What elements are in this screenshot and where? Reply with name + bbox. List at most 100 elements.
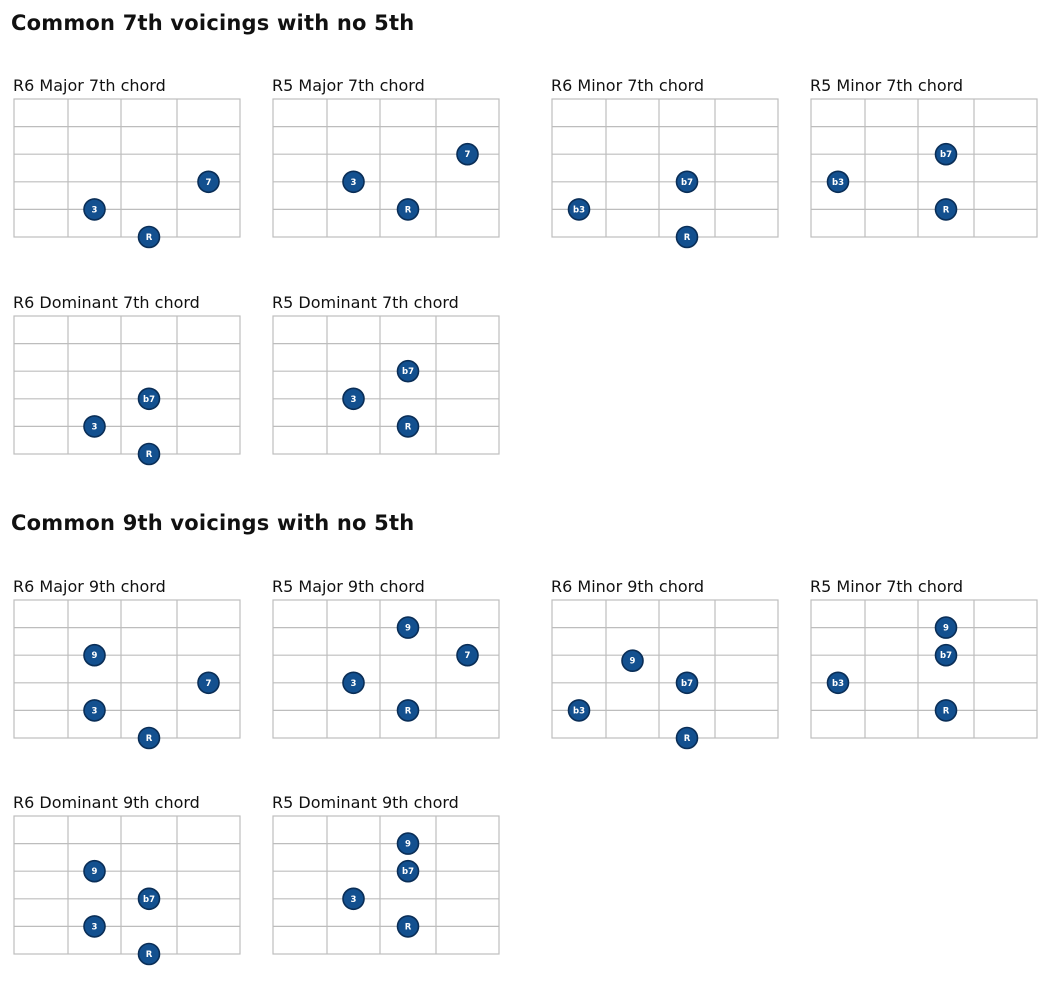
chord-title: R5 Major 7th chord bbox=[272, 76, 425, 95]
fretboard: 9 b7 b3 R bbox=[810, 599, 1038, 739]
note-label: 9 bbox=[405, 624, 411, 634]
note-label: 7 bbox=[465, 150, 471, 160]
note-dot: 9 bbox=[621, 649, 644, 673]
note-dot-circle bbox=[83, 643, 106, 667]
note-label: 7 bbox=[465, 651, 471, 661]
note-dot-circle bbox=[675, 671, 699, 695]
fretboard: b7 b3 R bbox=[810, 98, 1038, 238]
note-dot: R bbox=[396, 415, 420, 438]
note-dot-circle bbox=[342, 170, 365, 194]
note-label: 3 bbox=[92, 922, 98, 932]
chord-diagram: R6 Minor 9th chord 9 b7 b3 R bbox=[549, 577, 789, 777]
fretboard: b7 3 R bbox=[272, 315, 500, 455]
chord-title: R6 Major 9th chord bbox=[13, 577, 166, 596]
note-dot: b3 bbox=[826, 170, 850, 194]
chord-title: R6 Dominant 9th chord bbox=[13, 793, 200, 812]
fretboard-frame bbox=[13, 315, 241, 455]
note-dot-circle bbox=[675, 225, 699, 249]
note-dot: 7 bbox=[197, 671, 220, 695]
note-dot-circle bbox=[934, 198, 958, 221]
note-dot: b3 bbox=[567, 198, 591, 221]
note-dot-circle bbox=[396, 359, 420, 383]
chord-diagram: R5 Minor 7th chord 9 b7 b3 R bbox=[808, 577, 1048, 777]
note-dot: 3 bbox=[83, 198, 106, 221]
note-dot-circle bbox=[342, 387, 365, 411]
note-dot: R bbox=[934, 198, 958, 221]
note-dot: 9 bbox=[396, 616, 420, 639]
fretboard-frame bbox=[13, 599, 241, 739]
note-dot-circle bbox=[396, 832, 420, 855]
note-dot: b7 bbox=[675, 170, 699, 194]
note-dot: 3 bbox=[83, 415, 106, 438]
note-dot-circle bbox=[675, 726, 699, 750]
note-dot: R bbox=[396, 915, 420, 938]
note-dot-circle bbox=[396, 198, 420, 221]
note-dot-circle bbox=[137, 726, 161, 750]
note-label: R bbox=[405, 706, 412, 716]
fretboard: 9 b7 3 R bbox=[13, 815, 241, 966]
note-dot: R bbox=[675, 225, 699, 249]
note-dot-circle bbox=[83, 415, 106, 438]
note-dot-circle bbox=[137, 887, 161, 911]
note-dot-circle bbox=[934, 699, 958, 722]
chord-title: R6 Minor 7th chord bbox=[551, 76, 705, 95]
note-dot-circle bbox=[826, 671, 850, 695]
note-dot: 9 bbox=[83, 859, 106, 883]
note-label: 7 bbox=[206, 178, 212, 188]
note-dot: R bbox=[934, 699, 958, 722]
note-dot: 9 bbox=[83, 643, 106, 667]
fretboard-frame bbox=[272, 599, 500, 739]
fretboard-frame bbox=[272, 98, 500, 238]
note-dot: 7 bbox=[456, 643, 479, 667]
note-dot-circle bbox=[567, 699, 591, 722]
note-dot-circle bbox=[396, 699, 420, 722]
fretboard-frame bbox=[810, 98, 1038, 238]
fretboard-frame bbox=[551, 599, 779, 739]
fretboard-frame bbox=[272, 815, 500, 955]
note-label: b7 bbox=[940, 651, 952, 661]
note-dot: 7 bbox=[197, 170, 220, 194]
note-dot-circle bbox=[137, 442, 161, 466]
note-dot: R bbox=[137, 225, 161, 249]
fretboard-frame bbox=[13, 815, 241, 955]
note-label: 9 bbox=[92, 867, 98, 877]
note-label: 3 bbox=[351, 178, 357, 188]
note-label: R bbox=[146, 734, 153, 744]
fretboard-frame bbox=[13, 98, 241, 238]
note-dot-circle bbox=[137, 942, 161, 966]
note-dot-circle bbox=[934, 643, 958, 667]
note-label: R bbox=[943, 706, 950, 716]
chord-diagram: R6 Dominant 9th chord 9 b7 3 R bbox=[11, 793, 251, 993]
note-label: b3 bbox=[573, 205, 585, 215]
note-label: R bbox=[684, 734, 691, 744]
note-label: b7 bbox=[940, 150, 952, 160]
note-label: 9 bbox=[630, 657, 636, 667]
note-label: R bbox=[405, 922, 412, 932]
note-dot: b7 bbox=[396, 359, 420, 383]
note-dot-circle bbox=[342, 671, 365, 695]
note-label: b7 bbox=[402, 867, 414, 877]
chord-title: R5 Dominant 7th chord bbox=[272, 293, 459, 312]
note-label: R bbox=[146, 950, 153, 960]
note-label: 3 bbox=[351, 395, 357, 405]
chord-title: R6 Dominant 7th chord bbox=[13, 293, 200, 312]
fretboard-frame bbox=[272, 315, 500, 455]
chord-diagram: R5 Minor 7th chord b7 b3 R bbox=[808, 76, 1048, 276]
note-label: R bbox=[405, 205, 412, 215]
note-dot-circle bbox=[396, 859, 420, 883]
chord-title: R5 Major 9th chord bbox=[272, 577, 425, 596]
note-dot-circle bbox=[83, 198, 106, 221]
note-dot-circle bbox=[83, 915, 106, 938]
note-label: b7 bbox=[143, 395, 155, 405]
fretboard: 9 7 3 R bbox=[272, 599, 500, 739]
note-dot: b7 bbox=[396, 859, 420, 883]
note-dot-circle bbox=[197, 671, 220, 695]
note-dot-circle bbox=[83, 859, 106, 883]
note-label: R bbox=[146, 233, 153, 243]
note-label: 3 bbox=[92, 205, 98, 215]
fretboard-frame bbox=[551, 98, 779, 238]
note-label: 3 bbox=[92, 422, 98, 432]
note-dot: 3 bbox=[83, 699, 106, 722]
note-dot-circle bbox=[621, 649, 644, 673]
fretboard: b7 b3 R bbox=[551, 98, 779, 249]
